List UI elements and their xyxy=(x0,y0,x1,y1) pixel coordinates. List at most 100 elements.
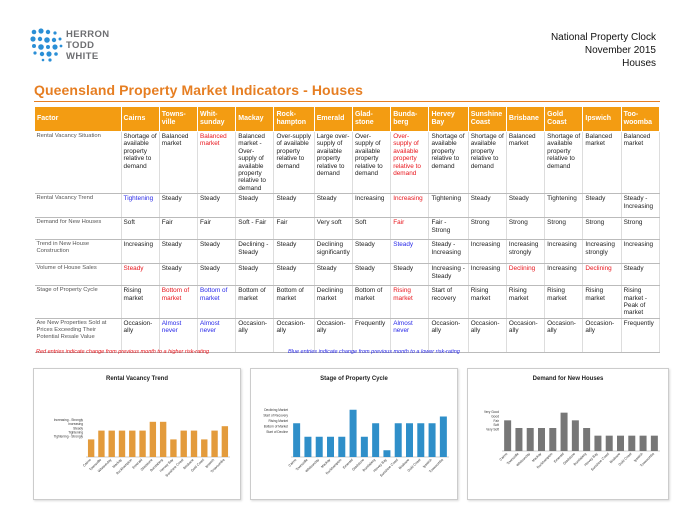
column-header-region: Mackay xyxy=(235,106,275,132)
indicators-table: Factor Cairns Towns- ville Whit- sunday Mack… xyxy=(34,106,661,353)
value-cell: Strong xyxy=(468,217,507,241)
value-cell: Declining - Steady xyxy=(235,239,275,265)
value-cell: Rising market xyxy=(582,285,622,319)
column-header-region: Ipswich xyxy=(582,106,622,132)
category-label: Mackay xyxy=(320,458,331,469)
value-cell: Steady xyxy=(159,193,199,219)
table-row: Trend in New House Construction Increasin… xyxy=(34,239,661,265)
bar xyxy=(360,436,368,457)
y-tick-label: Tightening - Strongly xyxy=(54,435,84,439)
bar xyxy=(650,435,658,451)
bar xyxy=(439,416,447,457)
column-header-region: Whit- sunday xyxy=(197,106,237,132)
category-label: Mackay xyxy=(112,458,123,469)
y-tick-label: Steady xyxy=(73,426,83,430)
value-cell: Rising market xyxy=(544,285,584,319)
factor-cell: Stage of Property Cycle xyxy=(34,285,122,319)
table-row: Demand for New Houses Soft Fair Fair Soft - … xyxy=(34,217,661,241)
value-cell: Shortage of available property relative … xyxy=(121,131,160,195)
value-cell: Increasing - Steady xyxy=(428,263,469,287)
bar xyxy=(549,428,557,451)
value-cell: Almost never xyxy=(159,318,199,353)
category-label: Ipswich xyxy=(422,458,433,469)
value-cell: Declining market xyxy=(314,285,353,319)
y-tick-label: Start of Recovery xyxy=(263,414,288,418)
table-body: Rental Vacancy Situation Shortage of avai… xyxy=(34,131,661,353)
value-cell: Strong xyxy=(544,217,584,241)
value-cell: Increasing xyxy=(468,239,507,265)
column-header-region: Brisbane xyxy=(505,106,546,132)
value-cell: Occasion-ally xyxy=(235,318,275,353)
logo-line-2: TODD xyxy=(66,40,95,51)
legend-blue-note: Blue entries indicate change from previo… xyxy=(288,349,460,355)
report-segment: Houses xyxy=(622,58,656,69)
y-tick-label: Fair xyxy=(494,419,500,423)
value-cell: Declining xyxy=(582,263,622,287)
value-cell: Shortage of available property relative … xyxy=(544,131,584,195)
bar xyxy=(338,436,346,457)
bar xyxy=(594,435,602,451)
value-cell: Almost never xyxy=(390,318,430,353)
factor-cell: Trend in New House Construction xyxy=(34,239,122,265)
bar xyxy=(428,423,436,457)
bar xyxy=(129,430,136,457)
logo-line-1: HERRON xyxy=(66,29,110,40)
column-header-region: Emerald xyxy=(313,106,353,132)
value-cell: Steady xyxy=(273,263,315,287)
value-cell: Balanced market xyxy=(621,131,661,195)
value-cell: Rising market xyxy=(390,285,430,319)
column-header-region: Gold Coast xyxy=(544,106,584,132)
bar xyxy=(149,421,157,457)
value-cell: Steady xyxy=(235,193,275,219)
bar xyxy=(571,420,579,451)
category-label: Emerald xyxy=(132,458,144,470)
value-cell: Increasing xyxy=(544,263,584,287)
category-label: Cairns xyxy=(288,458,298,468)
logo-wordmark: HERRON TODD WHITE xyxy=(66,29,110,62)
value-cell: Occasion-ally xyxy=(273,318,315,353)
table-row: Rental Vacancy Situation Shortage of avai… xyxy=(34,131,661,195)
property-cycle-plot: Declining Market Start of RecoveryRising … xyxy=(263,408,449,478)
value-cell: Occasion-ally xyxy=(544,318,584,353)
bar xyxy=(605,435,613,451)
value-cell: Balanced market xyxy=(582,131,622,195)
bar xyxy=(583,428,591,451)
bar xyxy=(617,435,624,451)
value-cell: Steady xyxy=(468,193,507,219)
value-cell: Steady xyxy=(506,193,546,219)
bar xyxy=(211,430,218,457)
value-cell: Shortage of available property relative … xyxy=(428,131,469,195)
chart-title: Rental Vacancy Trend xyxy=(105,376,169,382)
value-cell: Bottom of market xyxy=(159,285,199,319)
chart-title: Stage of Property Cycle xyxy=(320,376,388,382)
value-cell: Steady xyxy=(159,239,199,265)
report-name: National Property Clock xyxy=(550,32,656,43)
logo-line-3: WHITE xyxy=(66,51,99,62)
table-row: Volume of House Sales Steady Steady Steady S… xyxy=(34,263,661,287)
bar xyxy=(515,428,523,451)
bar xyxy=(293,423,301,457)
value-cell: Frequently xyxy=(352,318,392,353)
factor-cell: Volume of House Sales xyxy=(34,263,122,287)
bar xyxy=(349,409,357,457)
column-header-region: Glad- stone xyxy=(351,106,392,132)
value-cell: Increasing xyxy=(544,239,584,265)
bar xyxy=(315,436,323,457)
value-cell: Strong xyxy=(506,217,546,241)
value-cell: Steady - Increasing xyxy=(621,193,661,219)
value-cell: Rising market xyxy=(468,285,507,319)
value-cell: Fair - Strong xyxy=(428,217,469,241)
value-cell: Steady xyxy=(197,263,237,287)
value-cell: Increasing xyxy=(121,239,160,265)
bar xyxy=(221,426,229,457)
value-cell: Fair xyxy=(159,217,199,241)
bar xyxy=(504,420,512,451)
bar xyxy=(139,430,146,457)
legend-red-note: Red entries indicate change from previou… xyxy=(36,349,210,355)
value-cell: Almost never xyxy=(197,318,237,353)
column-header-region: Sunshine Coast xyxy=(467,106,507,132)
value-cell: Bottom of market xyxy=(352,285,392,319)
report-date: November 2015 xyxy=(584,45,656,56)
